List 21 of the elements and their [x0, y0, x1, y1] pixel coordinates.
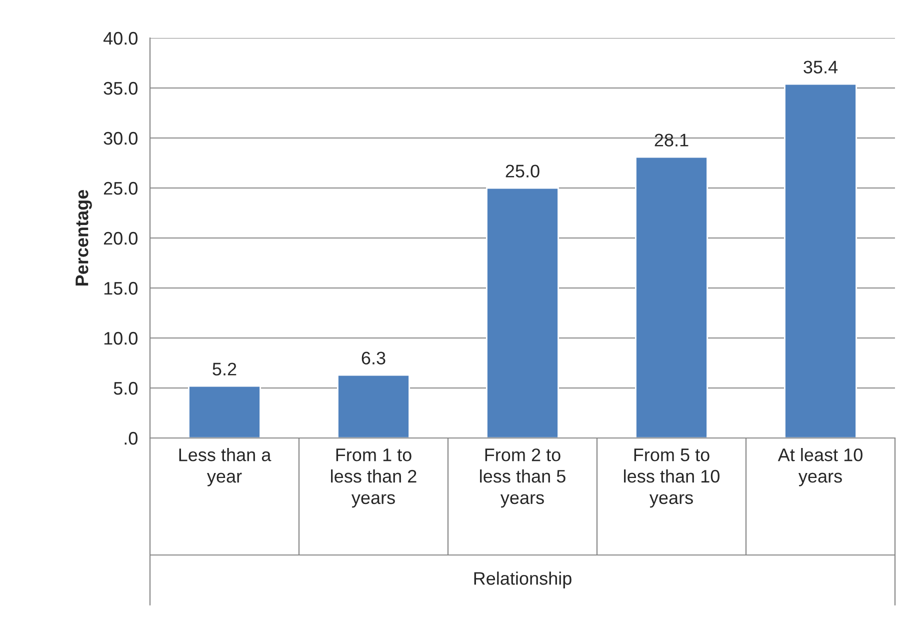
y-tick-label: 40.0: [103, 32, 138, 45]
y-tick-label: .0: [124, 432, 138, 445]
y-tick-label: 10.0: [104, 332, 138, 345]
y-tick-label: 35.0: [104, 82, 138, 95]
x-tick-label: From 5 to less than 10 years: [624, 448, 720, 508]
data-label: 5.2: [212, 362, 236, 376]
x-tick-label: From 1 to less than 2 years: [331, 448, 416, 508]
y-tick-label: 25.0: [104, 182, 138, 195]
y-tick-label: 15.0: [104, 282, 138, 295]
data-label: 35.4: [804, 60, 838, 74]
x-tick-label: From 2 to less than 5 years: [480, 448, 566, 508]
data-label: 6.3: [362, 352, 386, 364]
x-tick-label: At least 10 years: [778, 448, 862, 486]
data-label: 25.0: [506, 164, 540, 178]
y-tick-label: 5.0: [114, 382, 138, 395]
x-axis-title: Relationship: [474, 572, 572, 588]
x-tick-label: Less than a year: [179, 448, 272, 486]
y-tick-label: 20.0: [104, 232, 138, 245]
data-label: 28.1: [654, 134, 688, 146]
y-axis-title: Percentage: [76, 190, 92, 286]
y-tick-label: 30.0: [104, 132, 138, 145]
